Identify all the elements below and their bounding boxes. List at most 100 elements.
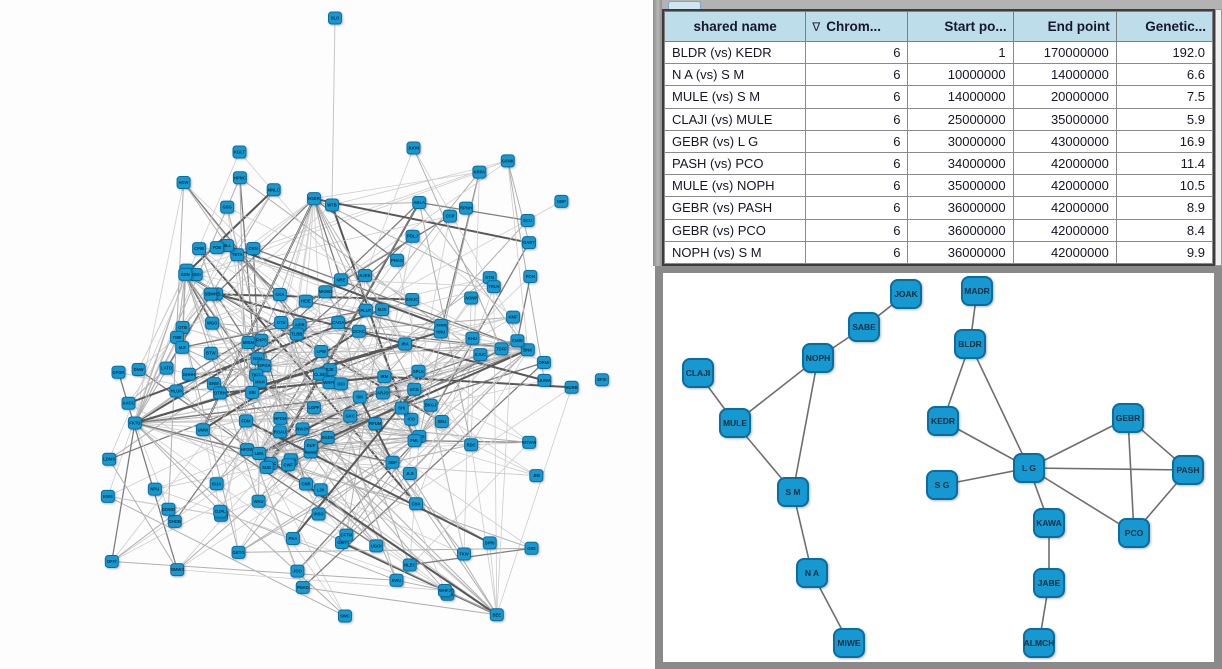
network-node[interactable]: RDC	[464, 438, 479, 452]
network-node[interactable]: LPW	[314, 344, 329, 358]
table-cell[interactable]: 6.6	[1115, 63, 1214, 87]
node-shape[interactable]	[520, 343, 535, 357]
node-shape[interactable]	[245, 385, 260, 399]
table-cell[interactable]: 10.5	[1115, 174, 1214, 198]
node-shape[interactable]	[246, 242, 261, 256]
network-node[interactable]: CHA	[409, 497, 424, 511]
node-shape[interactable]	[102, 452, 117, 466]
node-shape[interactable]	[181, 367, 196, 381]
network-node[interactable]: IHSO	[311, 507, 326, 521]
node-shape[interactable]	[442, 209, 457, 223]
table-tab-fragment[interactable]	[668, 1, 701, 10]
node-shape[interactable]	[719, 408, 751, 438]
node-shape[interactable]	[369, 539, 384, 553]
network-node[interactable]: RFUM	[368, 417, 383, 431]
node-shape[interactable]	[170, 563, 185, 577]
node-shape[interactable]	[394, 401, 409, 415]
node-shape[interactable]	[390, 253, 405, 267]
filter-funnel-icon[interactable]: ∇	[812, 20, 821, 34]
network-node[interactable]: HPNC	[232, 171, 247, 185]
table-row[interactable]: PASH (vs) PCO 6 34000000 42000000 11.4	[663, 151, 1214, 176]
node-shape[interactable]	[848, 312, 880, 342]
node-shape[interactable]	[111, 365, 126, 379]
node-shape[interactable]	[339, 528, 354, 542]
table-cell[interactable]: 36000000	[907, 240, 1014, 265]
network-node[interactable]: AONP	[464, 291, 479, 305]
network-node[interactable]: BEE	[489, 608, 504, 622]
network-node[interactable]: ROAU	[272, 425, 287, 439]
network-node[interactable]: PDLJ	[405, 229, 420, 243]
table-cell[interactable]: 7.5	[1115, 85, 1214, 109]
node-shape[interactable]	[402, 558, 417, 572]
network-edge-GEBR-PCO[interactable]	[1127, 417, 1135, 534]
node-shape[interactable]	[404, 412, 419, 426]
network-node[interactable]: HLUP	[169, 384, 184, 398]
node-shape[interactable]	[796, 558, 828, 588]
network-node[interactable]: BTW	[203, 346, 218, 360]
table-cell[interactable]: MULE (vs) NOPH	[663, 174, 807, 198]
network-node[interactable]: CPIB	[192, 242, 207, 256]
node-shape[interactable]	[252, 375, 267, 389]
network-node[interactable]: FHPS	[254, 333, 269, 347]
node-shape[interactable]	[266, 183, 281, 197]
network-node[interactable]: BNK	[520, 343, 535, 357]
node-shape[interactable]	[230, 248, 245, 262]
table-cell[interactable]: GEBR (vs) PCO	[663, 218, 807, 242]
network-node[interactable]: MJI	[175, 340, 190, 354]
node-shape[interactable]	[594, 373, 609, 387]
node-shape[interactable]	[298, 294, 313, 308]
network-node[interactable]: CKA	[272, 287, 287, 301]
table-cell[interactable]: 6	[805, 151, 909, 176]
node-shape[interactable]	[272, 287, 287, 301]
table-cell[interactable]: 30000000	[907, 129, 1014, 153]
column-header-start-po-[interactable]: Start po...	[907, 11, 1014, 42]
network-node[interactable]: DDWD	[161, 502, 176, 516]
node-shape[interactable]	[465, 331, 480, 345]
node-shape[interactable]	[331, 316, 346, 330]
node-shape[interactable]	[351, 324, 366, 338]
network-node[interactable]: SWU	[389, 573, 404, 587]
node-shape[interactable]	[205, 316, 220, 330]
network-node[interactable]: CAOA	[331, 316, 346, 330]
node-shape[interactable]	[412, 196, 427, 210]
node-shape[interactable]	[473, 348, 488, 362]
node-shape[interactable]	[176, 176, 191, 190]
network-node[interactable]: NRE	[333, 273, 348, 287]
node-shape[interactable]	[472, 165, 487, 179]
node-shape[interactable]	[464, 291, 479, 305]
network-node[interactable]: MISM	[241, 336, 256, 350]
network-node[interactable]: ABLA	[412, 196, 427, 210]
node-shape[interactable]	[377, 370, 392, 384]
network-node[interactable]: MMWS	[170, 563, 185, 577]
node-shape[interactable]	[175, 340, 190, 354]
table-cell[interactable]: 8.4	[1115, 218, 1214, 242]
network-node[interactable]: KGLT	[232, 145, 247, 159]
table-cell[interactable]: 14000000	[1012, 63, 1117, 87]
network-edge-L G-PCO[interactable]	[1028, 467, 1135, 534]
table-cell[interactable]: 35000000	[907, 174, 1014, 198]
network-node[interactable]: TMR	[170, 330, 185, 344]
table-cell[interactable]: 42000000	[1012, 174, 1117, 198]
node-shape[interactable]	[954, 329, 986, 359]
network-node[interactable]: OCKC	[351, 324, 366, 338]
node-shape[interactable]	[522, 435, 537, 449]
node-shape[interactable]	[486, 280, 501, 294]
table-cell[interactable]: 6	[805, 40, 909, 65]
network-node[interactable]: GSG	[220, 200, 235, 214]
network-node[interactable]: WHFJ	[437, 583, 452, 597]
network-node[interactable]: WKU	[251, 494, 266, 508]
network-node[interactable]: EBI	[245, 385, 260, 399]
node-shape[interactable]	[437, 583, 452, 597]
table-cell[interactable]: 6	[805, 240, 909, 265]
network-node[interactable]: HSW	[176, 176, 191, 190]
node-shape[interactable]	[1013, 453, 1045, 483]
table-cell[interactable]: 6	[805, 196, 909, 220]
network-node[interactable]: HFDW	[239, 443, 254, 457]
node-shape[interactable]	[409, 497, 424, 511]
table-cell[interactable]: 35000000	[1012, 107, 1117, 131]
network-node[interactable]: HSER	[306, 192, 321, 206]
network-node[interactable]: SIK	[352, 390, 367, 404]
network-node-joak[interactable]: JOAK	[890, 279, 922, 309]
column-header-genetic-[interactable]: Genetic...	[1115, 11, 1214, 42]
table-cell[interactable]: 1	[907, 40, 1014, 65]
